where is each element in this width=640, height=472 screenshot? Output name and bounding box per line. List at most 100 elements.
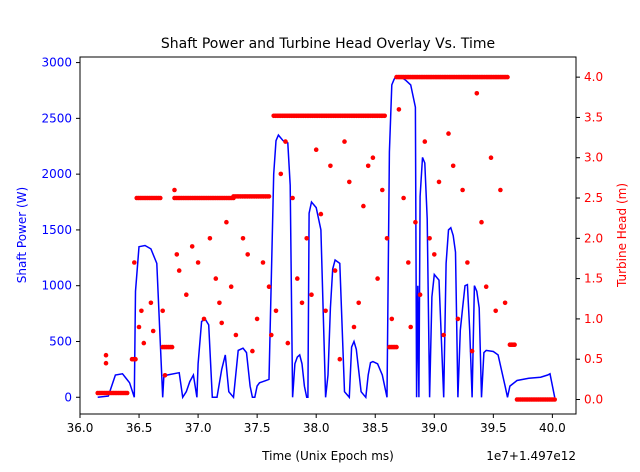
turbine-head-marker bbox=[483, 284, 489, 290]
right-y-tick-label: 3.0 bbox=[584, 151, 603, 165]
turbine-head-marker bbox=[103, 360, 109, 366]
right-y-tick-label: 0.5 bbox=[584, 352, 603, 366]
right-y-tick-label: 2.0 bbox=[584, 231, 603, 245]
right-y-tick-label: 4.0 bbox=[584, 70, 603, 84]
turbine-head-marker bbox=[422, 139, 428, 144]
turbine-head-marker bbox=[148, 300, 154, 306]
turbine-head-marker bbox=[446, 131, 451, 136]
turbine-head-marker bbox=[299, 300, 305, 306]
turbine-head-marker bbox=[384, 236, 390, 241]
chart-title: Shaft Power and Turbine Head Overlay Vs.… bbox=[161, 36, 495, 52]
turbine-head-marker bbox=[328, 163, 333, 169]
left-y-tick-label: 500 bbox=[49, 334, 72, 348]
turbine-head-marker bbox=[219, 320, 224, 326]
turbine-head-marker bbox=[396, 107, 402, 112]
turbine-head-marker bbox=[213, 276, 219, 281]
turbine-head-marker bbox=[283, 139, 288, 144]
turbine-head-marker bbox=[323, 308, 328, 314]
turbine-head-marker bbox=[337, 356, 343, 362]
turbine-head-marker bbox=[474, 91, 480, 96]
right-y-tick-label: 1.5 bbox=[584, 272, 603, 286]
right-y-axis: 0.0 0.5 1.0 1.5 2.0 2.5 3.0 3.5 4.0 bbox=[576, 70, 603, 406]
right-y-tick-label: 3.5 bbox=[584, 110, 603, 124]
shaft-power-line bbox=[97, 75, 556, 400]
left-y-axis: 0 500 1000 1500 2000 2500 3000 bbox=[41, 56, 80, 404]
turbine-head-marker bbox=[228, 284, 234, 290]
turbine-head-marker bbox=[189, 244, 195, 249]
turbine-head-marker bbox=[224, 219, 229, 225]
turbine-head-marker bbox=[493, 308, 499, 314]
right-y-tick-label: 0.0 bbox=[584, 392, 603, 406]
turbine-head-marker bbox=[136, 324, 142, 330]
turbine-head-marker bbox=[132, 260, 137, 265]
left-y-tick-label: 2500 bbox=[41, 111, 72, 125]
turbine-head-marker bbox=[498, 187, 503, 193]
turbine-head-marker bbox=[184, 292, 189, 298]
x-tick-label: 40.0 bbox=[539, 421, 566, 435]
turbine-head-marker bbox=[552, 397, 557, 402]
left-y-tick-label: 2000 bbox=[41, 167, 72, 181]
turbine-head-marker bbox=[309, 292, 314, 298]
turbine-head-marker bbox=[375, 276, 380, 281]
turbine-head-marker bbox=[103, 352, 109, 358]
turbine-head-marker bbox=[295, 276, 300, 281]
turbine-head-marker bbox=[278, 171, 284, 177]
turbine-head-marker bbox=[502, 300, 508, 306]
turbine-head-marker bbox=[172, 187, 177, 193]
turbine-head-marker bbox=[432, 252, 437, 257]
turbine-head-marker bbox=[370, 155, 376, 160]
left-y-tick-label: 0 bbox=[64, 390, 72, 404]
plot-area bbox=[95, 74, 557, 402]
turbine-head-marker bbox=[254, 316, 260, 322]
turbine-head-marker bbox=[347, 179, 352, 185]
turbine-head-marker bbox=[479, 219, 484, 225]
turbine-head-marker bbox=[201, 316, 207, 322]
turbine-head-marker bbox=[427, 236, 432, 241]
turbine-head-marker bbox=[266, 284, 272, 290]
turbine-head-marker bbox=[245, 252, 250, 257]
turbine-head-markers bbox=[95, 74, 557, 402]
turbine-head-marker bbox=[240, 236, 246, 241]
x-tick-label: 39.5 bbox=[480, 421, 507, 435]
x-tick-label: 38.0 bbox=[303, 421, 330, 435]
right-y-tick-label: 2.5 bbox=[584, 191, 603, 205]
turbine-head-marker bbox=[450, 163, 456, 169]
turbine-head-marker bbox=[365, 163, 371, 169]
turbine-head-marker bbox=[394, 344, 399, 350]
turbine-head-marker bbox=[460, 187, 465, 193]
x-axis: 36.0 36.5 37.0 37.5 38.0 38.5 39.0 39.5 40.0 bbox=[67, 414, 566, 435]
turbine-head-marker bbox=[124, 390, 130, 396]
turbine-head-marker bbox=[304, 236, 310, 241]
turbine-head-marker bbox=[195, 260, 201, 265]
left-y-tick-label: 3000 bbox=[41, 56, 72, 70]
turbine-head-marker bbox=[441, 332, 447, 338]
turbine-head-marker bbox=[342, 139, 347, 144]
turbine-head-marker bbox=[417, 292, 423, 298]
turbine-head-marker bbox=[389, 316, 395, 322]
x-tick-label: 37.5 bbox=[244, 421, 271, 435]
turbine-head-marker bbox=[162, 373, 168, 378]
turbine-head-marker bbox=[351, 324, 357, 330]
left-y-axis-label: Shaft Power (W) bbox=[15, 187, 29, 283]
turbine-head-marker bbox=[469, 348, 475, 354]
plot-frame bbox=[79, 56, 577, 415]
right-y-tick-label: 1.0 bbox=[584, 312, 603, 326]
turbine-head-marker bbox=[401, 195, 406, 201]
x-tick-label: 38.5 bbox=[362, 421, 389, 435]
turbine-head-marker bbox=[217, 300, 222, 306]
x-axis-label: Time (Unix Epoch ms) bbox=[261, 449, 394, 463]
turbine-head-marker bbox=[361, 203, 366, 209]
turbine-head-marker bbox=[380, 187, 385, 193]
turbine-head-marker bbox=[176, 268, 182, 273]
turbine-head-marker bbox=[269, 332, 274, 338]
left-y-tick-label: 1500 bbox=[41, 223, 72, 237]
turbine-head-marker bbox=[160, 308, 165, 314]
right-y-axis-label: Turbine Head (m) bbox=[615, 183, 629, 288]
turbine-head-marker bbox=[169, 344, 175, 350]
turbine-head-marker bbox=[207, 236, 213, 241]
turbine-head-marker bbox=[158, 195, 163, 201]
turbine-head-marker bbox=[174, 252, 180, 257]
turbine-head-marker bbox=[233, 332, 239, 338]
